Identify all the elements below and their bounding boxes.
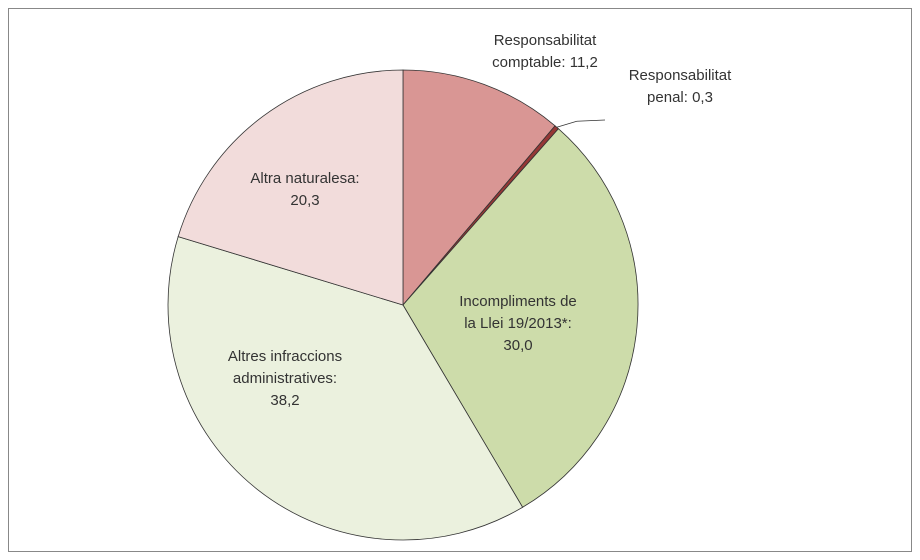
value-label: 11,2 (570, 54, 598, 71)
value-label: 0,3 (692, 89, 713, 106)
slice-label: Responsabilitat penal: 0,3 (629, 67, 732, 106)
pie-slice (402, 69, 556, 307)
value-label: 38,2 (270, 392, 299, 409)
pie-slice (402, 128, 639, 508)
slice-label: Altra naturalesa: 20,3 (250, 170, 359, 209)
label-line: Altres infraccions (228, 348, 342, 365)
label-line: Responsabilitat (629, 67, 732, 84)
value-label: 30,0 (503, 337, 532, 354)
value-label: 20,3 (290, 192, 319, 209)
label-line: Responsabilitat (494, 32, 597, 49)
label-line: comptable: (492, 54, 565, 71)
label-line: administratives: (233, 370, 337, 387)
pie-slice (177, 69, 404, 306)
slice-label: Incompliments de la Llei 19/2013*: 30,0 (459, 293, 577, 354)
label-line: Incompliments de (459, 293, 577, 310)
slice-label: Altres infraccions administratives: 38,2 (228, 348, 342, 409)
label-line: penal: (647, 89, 688, 106)
leader-line (556, 119, 606, 128)
slice-label: Responsabilitat comptable: 11,2 (492, 32, 598, 71)
label-line: la Llei 19/2013*: (464, 315, 572, 332)
pie-slice (167, 236, 524, 541)
label-line: Altra naturalesa: (250, 170, 359, 187)
